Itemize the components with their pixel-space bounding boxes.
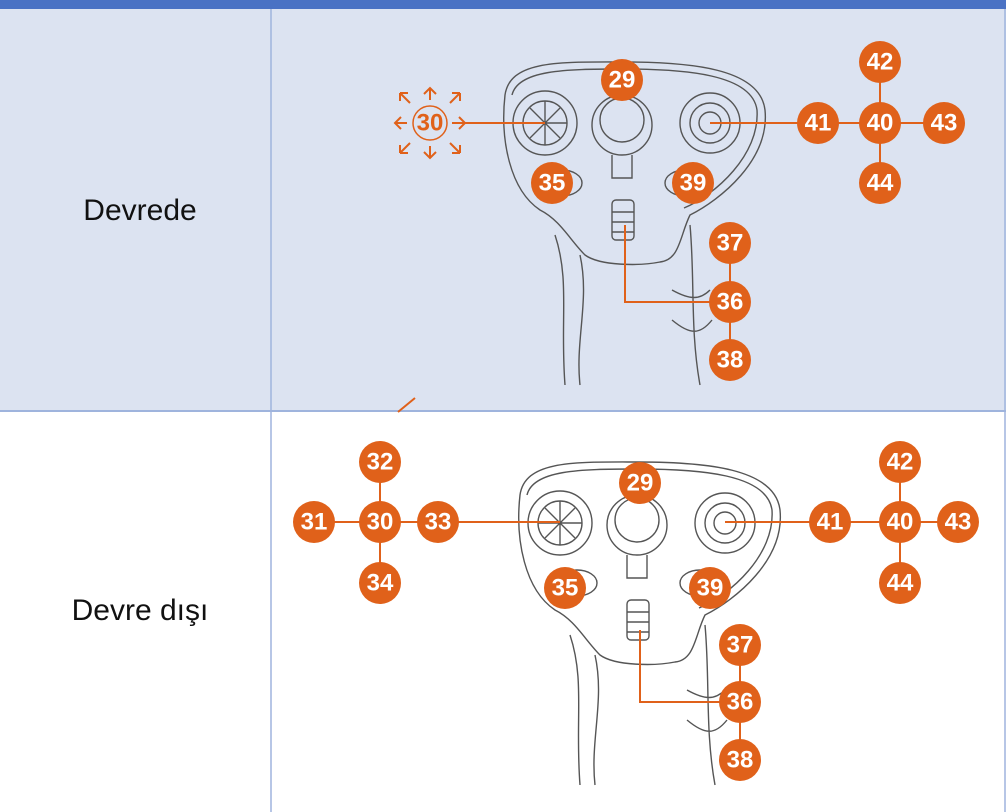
badge-label: 34 xyxy=(367,570,394,597)
badge-circle xyxy=(797,102,839,144)
badge: 32 xyxy=(359,441,401,483)
badge: 30 xyxy=(412,105,448,141)
badge-circle xyxy=(937,501,979,543)
badge-circle xyxy=(544,567,586,609)
badge-circle xyxy=(689,567,731,609)
badge-label: 42 xyxy=(887,449,914,476)
badge-label: 35 xyxy=(552,575,579,602)
badge-label: 39 xyxy=(697,575,724,602)
badge: 37 xyxy=(719,624,761,666)
badge: 33 xyxy=(417,501,459,543)
badge-circle xyxy=(709,339,751,381)
header-bar xyxy=(0,0,1006,9)
badge-circle xyxy=(719,681,761,723)
badge-circle xyxy=(359,501,401,543)
badge-circle xyxy=(709,281,751,323)
badge-label: 42 xyxy=(867,49,894,76)
badge: 38 xyxy=(719,739,761,781)
badge-circle xyxy=(809,501,851,543)
badge: 42 xyxy=(859,41,901,83)
badge-circle xyxy=(412,105,448,141)
badge: 37 xyxy=(709,222,751,264)
badge: 40 xyxy=(879,501,921,543)
row-label: Devre dışı xyxy=(72,594,209,627)
badge-label: 41 xyxy=(805,110,832,137)
badge-label: 31 xyxy=(301,509,328,536)
badge: 43 xyxy=(923,102,965,144)
badge-label: 36 xyxy=(727,689,754,716)
badge-label: 44 xyxy=(867,170,894,197)
badge-label: 29 xyxy=(627,470,654,497)
badge-circle xyxy=(879,441,921,483)
badge: 44 xyxy=(859,162,901,204)
badge: 30 xyxy=(359,501,401,543)
badge: 36 xyxy=(709,281,751,323)
badge: 35 xyxy=(544,567,586,609)
badge-circle xyxy=(859,41,901,83)
badge-label: 40 xyxy=(867,110,894,137)
badge: 41 xyxy=(809,501,851,543)
badge-label: 38 xyxy=(717,347,744,374)
badge-circle xyxy=(417,501,459,543)
badge-label: 38 xyxy=(727,747,754,774)
badge-circle xyxy=(879,501,921,543)
badge-circle xyxy=(531,162,573,204)
row-label: Devrede xyxy=(83,194,196,227)
badge-circle xyxy=(719,739,761,781)
badge: 39 xyxy=(672,162,714,204)
badge-label: 33 xyxy=(425,509,452,536)
badge: 35 xyxy=(531,162,573,204)
badge-label: 39 xyxy=(680,170,707,197)
badge-label: 37 xyxy=(727,632,754,659)
badge: 36 xyxy=(719,681,761,723)
row-background xyxy=(0,9,1006,411)
badge-circle xyxy=(923,102,965,144)
badge: 43 xyxy=(937,501,979,543)
badge: 44 xyxy=(879,562,921,604)
badge-label: 40 xyxy=(887,509,914,536)
badge-label: 35 xyxy=(539,170,566,197)
badge-label: 41 xyxy=(817,509,844,536)
badge: 31 xyxy=(293,501,335,543)
joystick-illustration xyxy=(518,461,782,786)
badge-label: 30 xyxy=(367,509,394,536)
badge-label: 37 xyxy=(717,230,744,257)
badge-circle xyxy=(709,222,751,264)
badge-circle xyxy=(672,162,714,204)
badge: 34 xyxy=(359,562,401,604)
badge-circle xyxy=(619,462,661,504)
badge-label: 29 xyxy=(609,67,636,94)
badge-circle xyxy=(359,441,401,483)
badge-circle xyxy=(719,624,761,666)
badge-label: 36 xyxy=(717,289,744,316)
badge-label: 32 xyxy=(367,449,394,476)
badge: 29 xyxy=(601,59,643,101)
badge: 39 xyxy=(689,567,731,609)
badge-circle xyxy=(859,162,901,204)
badge-circle xyxy=(879,562,921,604)
badge-label: 43 xyxy=(931,110,958,137)
badge: 29 xyxy=(619,462,661,504)
badge: 42 xyxy=(879,441,921,483)
badge-circle xyxy=(601,59,643,101)
badge-label: 43 xyxy=(945,509,972,536)
badge-circle xyxy=(859,102,901,144)
badge: 41 xyxy=(797,102,839,144)
badge-circle xyxy=(359,562,401,604)
badge-label: 30 xyxy=(417,110,444,137)
badge: 40 xyxy=(859,102,901,144)
badge-label: 44 xyxy=(887,570,914,597)
badge: 38 xyxy=(709,339,751,381)
badge-circle xyxy=(293,501,335,543)
